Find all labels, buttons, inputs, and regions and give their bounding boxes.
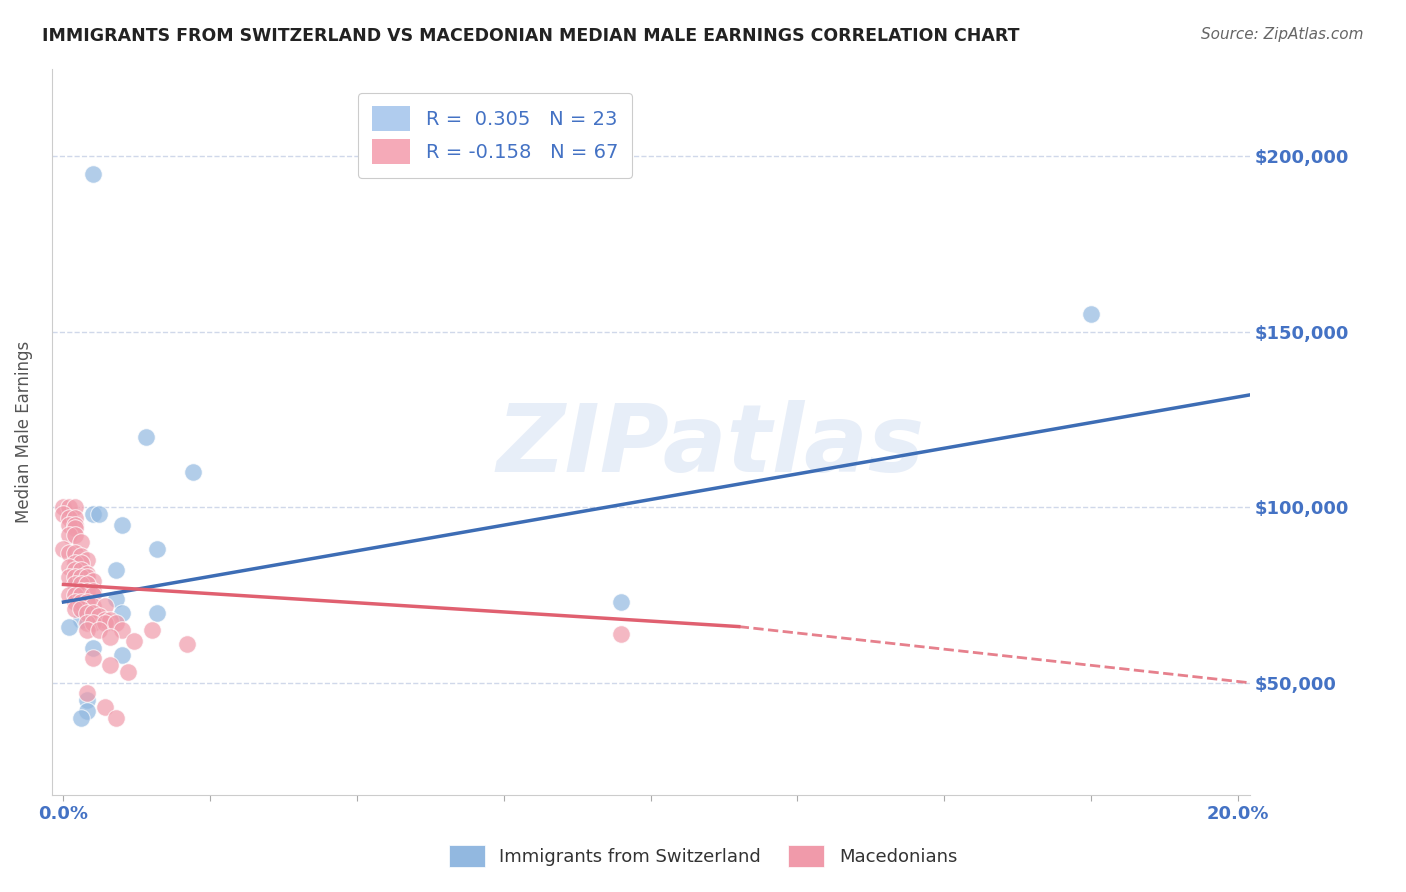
- Point: [70, 549, 93, 564]
- Point: [65, 570, 87, 584]
- Point: [70, 588, 93, 602]
- Point: [76, 606, 98, 620]
- Point: [52, 508, 75, 522]
- Point: [100, 630, 122, 644]
- Point: [176, 637, 198, 651]
- Point: [65, 588, 87, 602]
- Point: [58, 570, 80, 584]
- Point: [105, 591, 128, 606]
- Point: [76, 686, 98, 700]
- Point: [141, 623, 163, 637]
- Point: [65, 500, 87, 515]
- Point: [70, 588, 93, 602]
- Point: [65, 577, 87, 591]
- Point: [65, 528, 87, 542]
- Point: [76, 584, 98, 599]
- Point: [58, 619, 80, 633]
- Point: [93, 599, 115, 613]
- Point: [87, 623, 110, 637]
- Point: [65, 602, 87, 616]
- Point: [58, 560, 80, 574]
- Point: [65, 557, 87, 571]
- Point: [111, 517, 134, 532]
- Point: [82, 616, 104, 631]
- Point: [70, 613, 93, 627]
- Point: [82, 584, 104, 599]
- Point: [70, 711, 93, 725]
- Point: [610, 595, 633, 609]
- Point: [58, 517, 80, 532]
- Point: [65, 563, 87, 577]
- Point: [76, 623, 98, 637]
- Point: [93, 700, 115, 714]
- Point: [82, 599, 104, 613]
- Text: Source: ZipAtlas.com: Source: ZipAtlas.com: [1201, 27, 1364, 42]
- Point: [87, 609, 110, 624]
- Point: [76, 704, 98, 718]
- Point: [76, 553, 98, 567]
- Point: [76, 693, 98, 707]
- Text: ZIPatlas: ZIPatlas: [496, 401, 925, 492]
- Legend: R =  0.305   N = 23, R = -0.158   N = 67: R = 0.305 N = 23, R = -0.158 N = 67: [359, 93, 631, 178]
- Point: [65, 577, 87, 591]
- Text: IMMIGRANTS FROM SWITZERLAND VS MACEDONIAN MEDIAN MALE EARNINGS CORRELATION CHART: IMMIGRANTS FROM SWITZERLAND VS MACEDONIA…: [42, 27, 1019, 45]
- Point: [70, 535, 93, 549]
- Point: [93, 616, 115, 631]
- Legend: Immigrants from Switzerland, Macedonians: Immigrants from Switzerland, Macedonians: [441, 838, 965, 874]
- Point: [76, 570, 98, 584]
- Point: [70, 595, 93, 609]
- Point: [65, 595, 87, 609]
- Point: [76, 566, 98, 581]
- Point: [111, 606, 134, 620]
- Point: [117, 665, 139, 680]
- Point: [111, 648, 134, 662]
- Point: [58, 588, 80, 602]
- Point: [122, 633, 145, 648]
- Point: [82, 508, 104, 522]
- Point: [76, 577, 98, 591]
- Point: [82, 606, 104, 620]
- Point: [65, 517, 87, 532]
- Point: [1080, 307, 1102, 321]
- Point: [82, 651, 104, 665]
- Point: [181, 465, 204, 479]
- Point: [70, 557, 93, 571]
- Point: [135, 430, 157, 444]
- Point: [93, 613, 115, 627]
- Point: [146, 542, 169, 557]
- Point: [105, 711, 128, 725]
- Point: [100, 658, 122, 673]
- Point: [70, 563, 93, 577]
- Point: [70, 602, 93, 616]
- Point: [70, 577, 93, 591]
- Point: [65, 521, 87, 535]
- Point: [82, 574, 104, 588]
- Point: [58, 500, 80, 515]
- Point: [146, 606, 169, 620]
- Point: [82, 640, 104, 655]
- Point: [105, 616, 128, 631]
- Point: [105, 563, 128, 577]
- Point: [70, 570, 93, 584]
- Point: [52, 542, 75, 557]
- Point: [100, 613, 122, 627]
- Point: [58, 528, 80, 542]
- Point: [82, 588, 104, 602]
- Point: [70, 584, 93, 599]
- Point: [87, 508, 110, 522]
- Y-axis label: Median Male Earnings: Median Male Earnings: [15, 341, 32, 523]
- Point: [76, 616, 98, 631]
- Point: [65, 510, 87, 524]
- Point: [58, 546, 80, 560]
- Point: [76, 595, 98, 609]
- Point: [65, 546, 87, 560]
- Point: [610, 626, 633, 640]
- Point: [111, 623, 134, 637]
- Point: [58, 510, 80, 524]
- Point: [52, 500, 75, 515]
- Point: [70, 563, 93, 577]
- Point: [82, 167, 104, 181]
